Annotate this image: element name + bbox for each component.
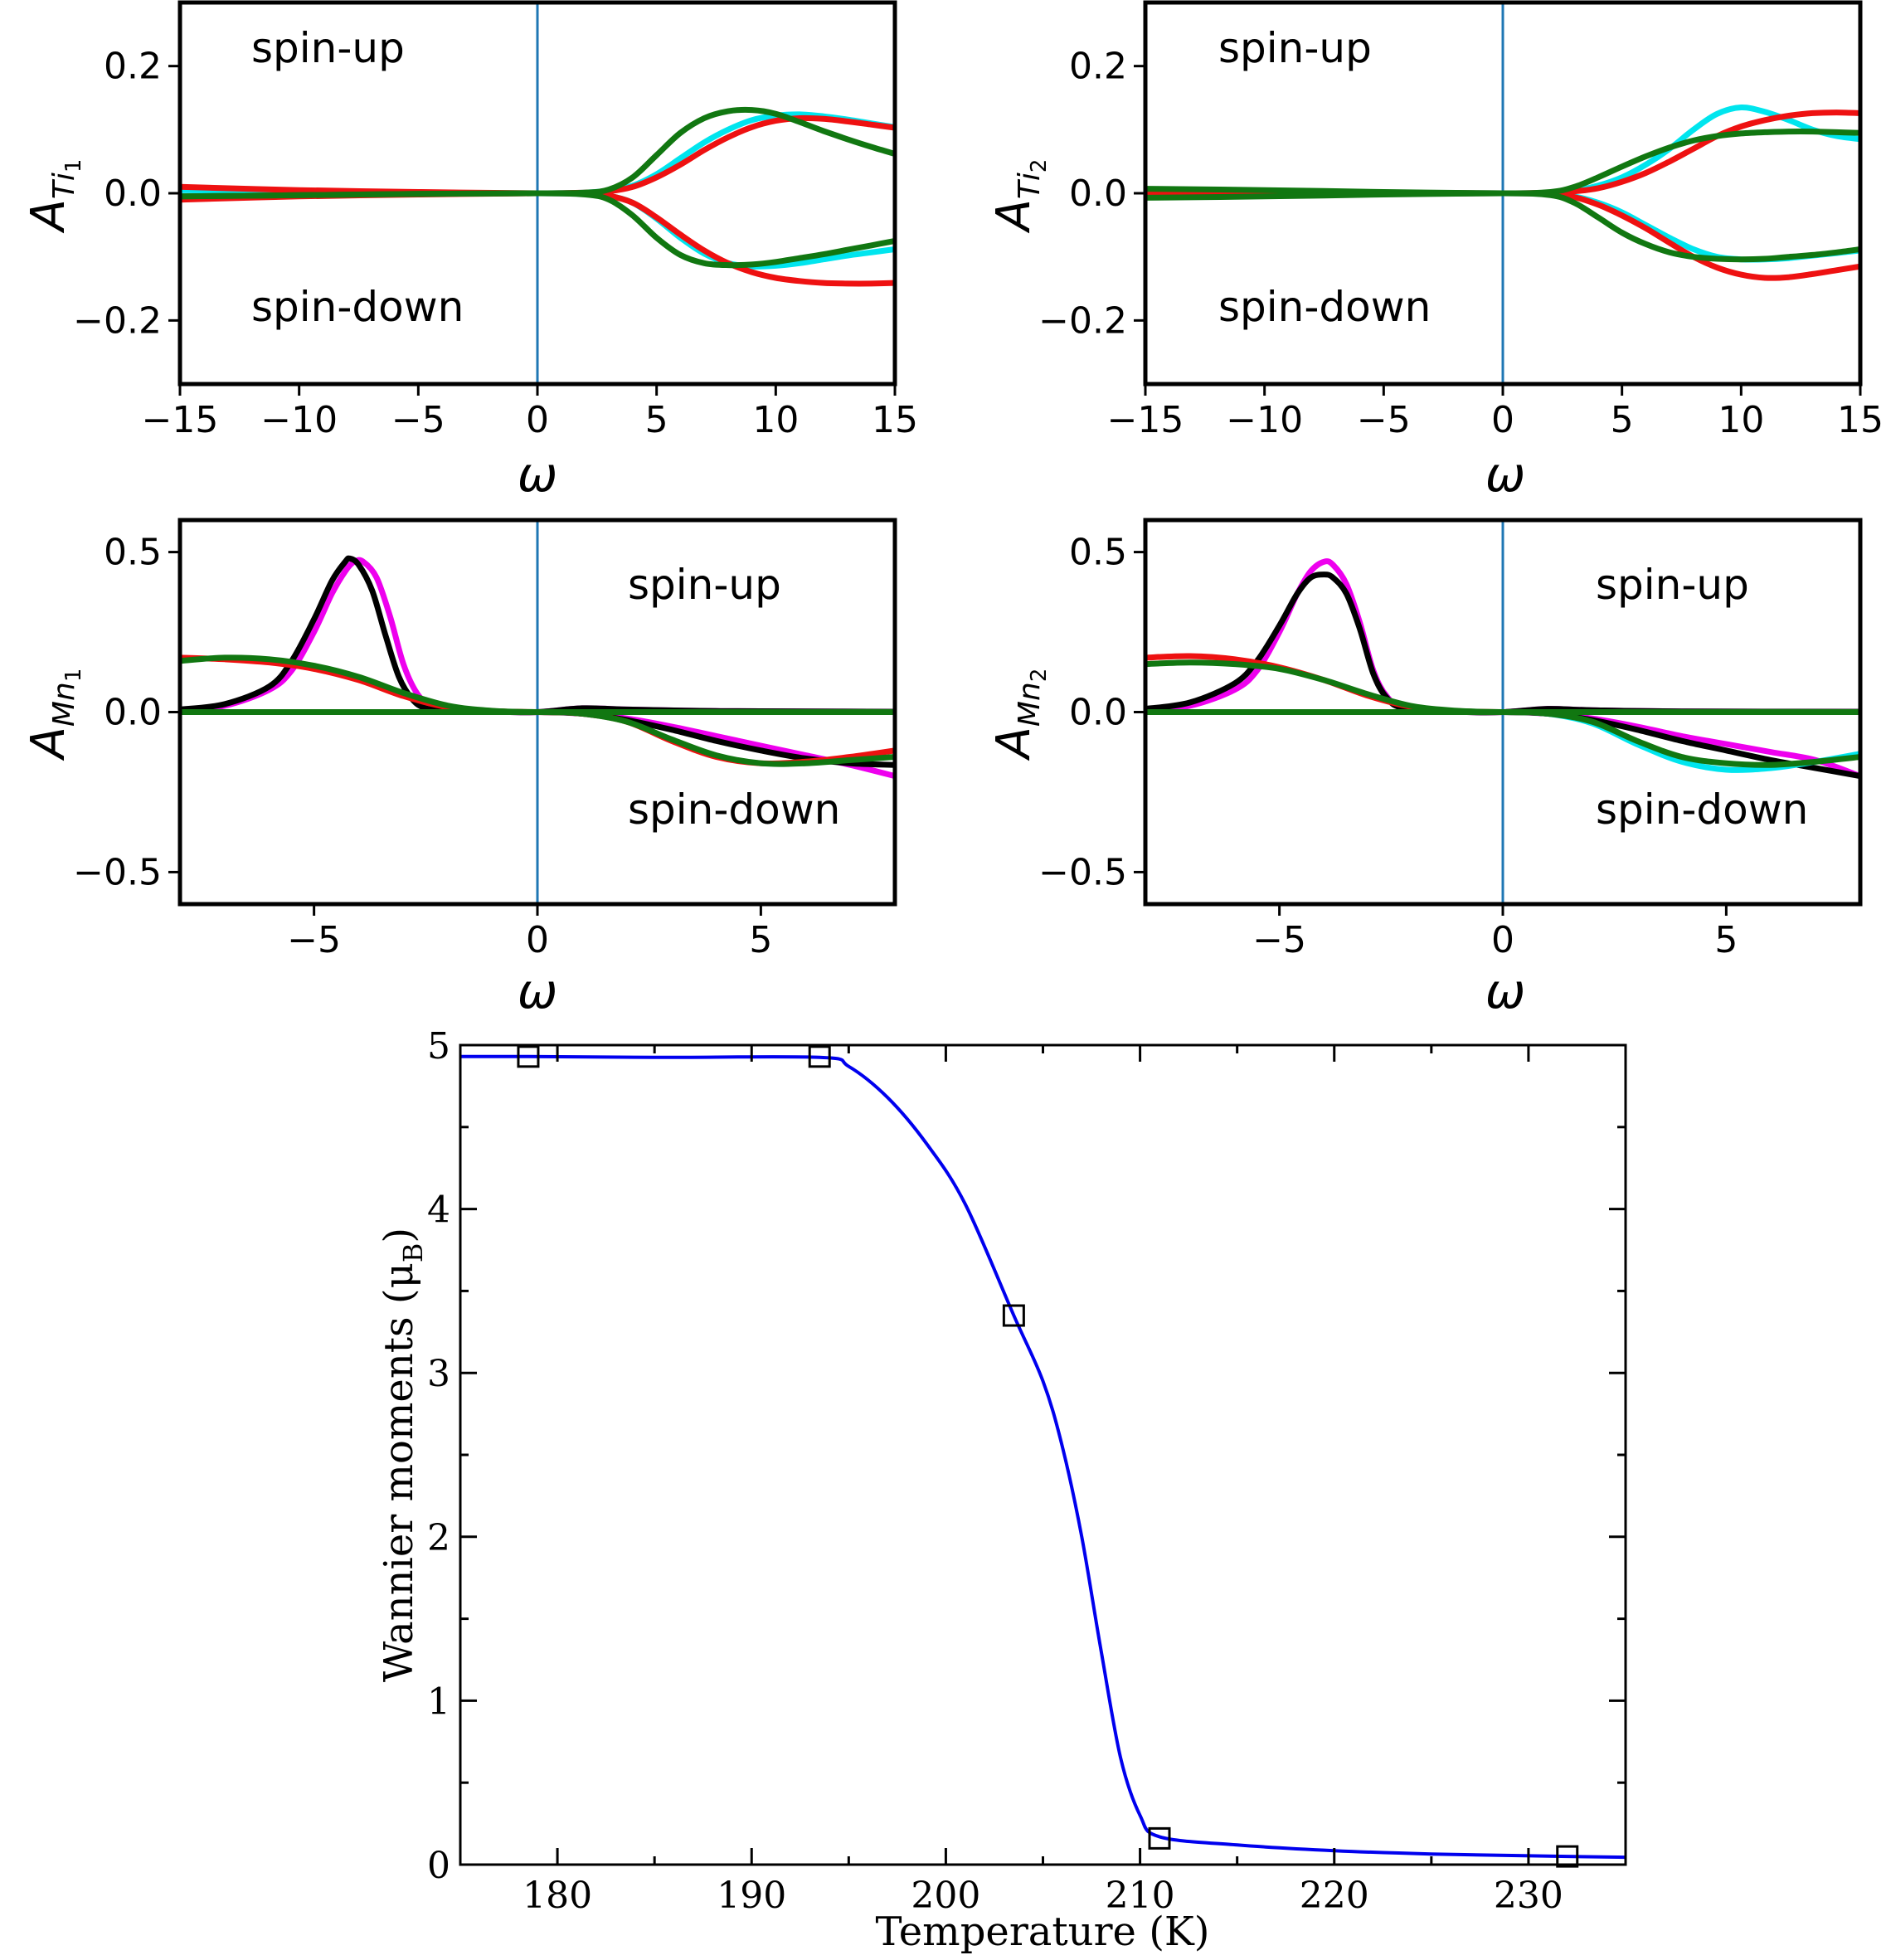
mn1-spin-up-label: spin-up	[628, 561, 781, 609]
ti1-spin-down-label: spin-down	[251, 283, 464, 331]
ti1-x-tick-label: 10	[752, 399, 799, 441]
panel-ti2: −15 −10 −5 0 5 10 15 −0.2 0.0 0.2 spin-up spin-do…	[987, 0, 1884, 503]
wannier-data-marker	[1148, 1826, 1171, 1850]
wannier-y-tick-label: 5	[427, 1025, 450, 1068]
wannier-x-axis-label: Temperature (K)	[875, 1909, 1209, 1955]
mn1-x-axis-label: ω	[518, 963, 558, 1019]
mn1-x-tick-label: −5	[287, 919, 341, 961]
ti1-x-tick-label: −10	[260, 399, 338, 441]
mn2-y-tick-label: 0.5	[1069, 532, 1127, 574]
wannier-x-tick-label: 230	[1494, 1875, 1563, 1917]
ti2-spin-up-label: spin-up	[1218, 24, 1372, 72]
mn1-y-tick-label: 0.5	[104, 532, 162, 574]
ti2-y-tick-label: 0.0	[1069, 173, 1127, 215]
mn2-y-tick-label: 0.0	[1069, 692, 1127, 734]
ti1-x-tick-label: 0	[526, 399, 549, 441]
ti1-y-tick-label: −0.2	[73, 299, 162, 342]
mn1-spin-down-label: spin-down	[628, 785, 840, 834]
ti1-x-axis-label: ω	[518, 446, 558, 503]
mn1-y-axis-label: AMn1	[22, 669, 86, 761]
ti1-y-tick-label: 0.0	[104, 173, 162, 215]
mn2-x-tick-label: −5	[1252, 919, 1306, 961]
ti2-x-tick-label: −10	[1226, 399, 1303, 441]
ti2-spin-down-label: spin-down	[1218, 283, 1431, 331]
wannier-data-marker	[517, 1045, 540, 1068]
ti2-x-axis-label: ω	[1485, 446, 1526, 503]
panel-ti1: −15 −10 −5 0 5 10 15 −0.2 0.0 0.2 spin-up spin-do…	[22, 0, 918, 503]
wannier-y-tick-label: 1	[427, 1680, 450, 1723]
ti2-y-axis-label: ATi2	[987, 159, 1052, 234]
mn1-y-tick-label: −0.5	[73, 851, 162, 893]
ti1-x-tick-label: 15	[872, 399, 918, 441]
mn1-y-tick-label: 0.0	[104, 692, 162, 734]
wannier-x-tick-label: 180	[523, 1875, 592, 1917]
wannier-x-tick-label: 210	[1106, 1875, 1175, 1917]
ti1-y-axis-label: ATi1	[22, 159, 86, 234]
ti1-series-green-down	[180, 190, 895, 269]
wannier-y-tick-label: 4	[427, 1189, 450, 1232]
wannier-y-tick-label: 3	[427, 1353, 450, 1395]
ti1-x-tick-label: 5	[645, 399, 668, 441]
ti2-x-tick-label: 0	[1491, 399, 1514, 441]
mn1-x-tick-label: 0	[526, 919, 549, 961]
wannier-y-tick-label: 2	[427, 1517, 450, 1559]
ti1-x-tick-label: −5	[391, 399, 445, 441]
mn1-x-tick-label: 5	[749, 919, 772, 961]
wannier-x-tick-label: 220	[1300, 1875, 1369, 1917]
ti2-y-tick-label: 0.2	[1069, 46, 1127, 88]
wannier-y-axis-label: Wannier moments (μB)	[376, 1228, 429, 1682]
mn2-x-tick-label: 5	[1714, 919, 1738, 961]
panel-mn2: −5 0 5 −0.5 0.0 0.5 spin-up spin-down ω AMn2	[987, 518, 1863, 1019]
ti2-x-tick-label: −5	[1357, 399, 1411, 441]
mn2-spin-up-label: spin-up	[1596, 561, 1749, 609]
wannier-y-tick-label: 0	[427, 1845, 450, 1887]
mn2-x-axis-label: ω	[1485, 963, 1526, 1019]
ti1-spin-up-label: spin-up	[251, 24, 405, 72]
ti2-x-tick-label: 5	[1611, 399, 1634, 441]
wannier-data-marker	[1556, 1845, 1579, 1868]
panel-mn1: −5 0 5 −0.5 0.0 0.5 spin-up spin-down ω AMn1	[22, 518, 897, 1019]
wannier-moment-curve	[460, 1054, 1626, 1860]
ti1-x-tick-label: −15	[142, 399, 219, 441]
mn2-x-tick-label: 0	[1491, 919, 1514, 961]
wannier-data-marker	[1002, 1304, 1025, 1327]
ti2-x-tick-label: −15	[1107, 399, 1184, 441]
ti2-y-tick-label: −0.2	[1038, 299, 1127, 342]
mn2-y-axis-label: AMn2	[987, 669, 1052, 761]
ti1-y-tick-label: 0.2	[104, 46, 162, 88]
ti2-x-tick-label: 15	[1837, 399, 1884, 441]
wannier-data-marker	[808, 1045, 831, 1068]
panel-wannier: 180 190 200 210 220 230 0 1 2 3 4 5 Temperature (K)…	[376, 1025, 1627, 1955]
wannier-x-tick-label: 190	[717, 1875, 786, 1917]
wannier-plot-frame	[459, 1043, 1627, 1866]
ti2-series-green-down	[1145, 190, 1860, 263]
mn2-spin-down-label: spin-down	[1596, 785, 1808, 834]
ti2-x-tick-label: 10	[1718, 399, 1764, 441]
wannier-x-tick-label: 200	[911, 1875, 980, 1917]
mn2-y-tick-label: −0.5	[1038, 851, 1127, 893]
